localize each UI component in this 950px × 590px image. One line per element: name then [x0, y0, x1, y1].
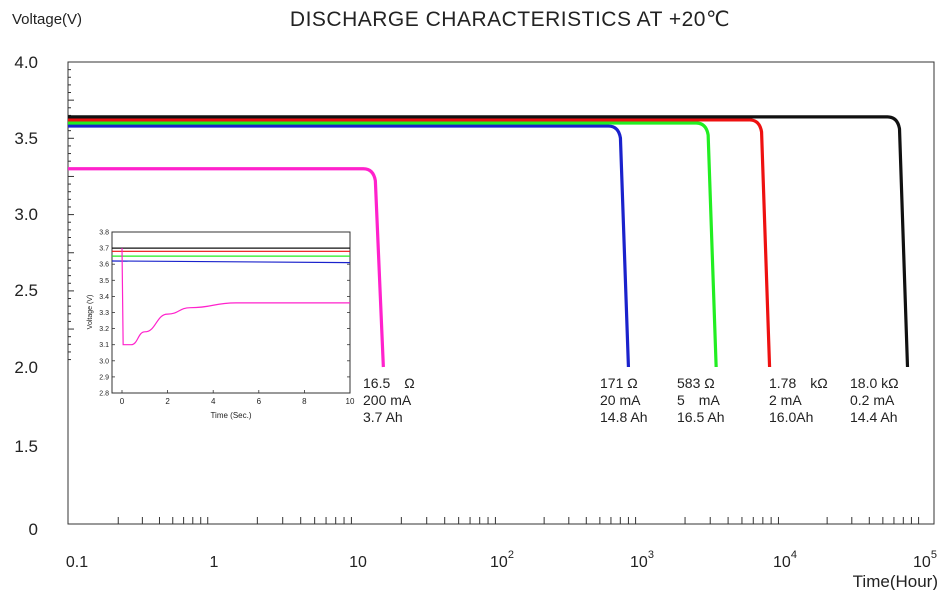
y-tick-label: 2.0 [14, 358, 38, 377]
x-tick-label: 104 [773, 549, 797, 571]
inset-x-tick-label: 0 [120, 397, 125, 406]
inset-y-tick-label: 2.8 [99, 391, 109, 398]
inset-x-tick-label: 8 [302, 397, 307, 406]
series-line-4 [68, 118, 772, 368]
y-tick-label: 3.0 [14, 205, 38, 224]
x-tick-label: 1 [210, 554, 219, 571]
inset-x-tick-label: 10 [346, 397, 355, 406]
inset-x-tick-label: 6 [257, 397, 262, 406]
inset-y-axis-label: Voltage (V) [87, 295, 94, 330]
series-annotation: 16.0Ah [769, 409, 813, 425]
series-annotation: 14.8 Ah [600, 409, 648, 425]
series-annotation: 583 Ω [677, 375, 715, 391]
inset-y-tick-label: 3.0 [99, 358, 109, 365]
inset-y-tick-label: 3.6 [99, 262, 109, 269]
series-line-1 [68, 167, 385, 368]
inset-x-tick-label: 2 [165, 397, 170, 406]
inset-chart: 3.8 3.7 3.6 3.5 3.4 3.3 3.2 3.1 3.0 2.9 2.8 0 2 4 6 8 10… [87, 230, 355, 421]
series-annotation: 0.2 mA [850, 392, 895, 408]
y-tick-label: 2.5 [14, 281, 38, 300]
inset-frame [111, 231, 351, 394]
y-tick-label: 3.5 [14, 129, 38, 148]
inset-x-tick-label: 4 [211, 397, 216, 406]
series-annotation: 14.4 Ah [850, 409, 898, 425]
series-annotation: 16.5 Ah [677, 409, 725, 425]
series-line-2 [68, 124, 631, 368]
inset-x-axis-label: Time (Sec.) [210, 411, 251, 420]
series-annotation: 3.7 Ah [363, 409, 403, 425]
x-tick-label: 105 [913, 549, 937, 571]
inset-y-tick-label: 3.8 [99, 230, 109, 237]
y-tick-label: 1.5 [14, 437, 38, 456]
series-annotation: 20 mA [600, 392, 641, 408]
inset-y-tick-label: 3.4 [99, 294, 109, 301]
series-annotation: 2 mA [769, 392, 802, 408]
inset-y-tick-label: 3.5 [99, 278, 109, 285]
series-line-3 [68, 121, 718, 368]
inset-y-tick-label: 3.1 [99, 342, 109, 349]
inset-series-line-5 [121, 248, 350, 346]
series-annotation: 1.78 kΩ [769, 375, 828, 391]
series-annotation: 16.5 Ω [363, 375, 415, 391]
series-annotation: 18.0 kΩ [850, 375, 899, 391]
inset-y-tick-label: 3.2 [99, 326, 109, 333]
y-tick-label: 0 [29, 520, 38, 539]
series-annotation: 200 mA [363, 392, 412, 408]
inset-y-tick-label: 3.7 [99, 246, 109, 253]
y-axis-label: Voltage(V) [12, 11, 82, 28]
series-line-5 [68, 115, 910, 368]
plot-frame [67, 61, 935, 525]
x-axis-label: Time(Hour) [853, 572, 938, 590]
x-tick-label: 102 [490, 549, 514, 571]
x-tick-label: 0.1 [66, 554, 88, 571]
chart-title: DISCHARGE CHARACTERISTICS AT +20℃ [290, 8, 730, 31]
inset-y-tick-label: 2.9 [99, 374, 109, 381]
x-tick-label: 103 [630, 549, 654, 571]
inset-y-tick-label: 3.3 [99, 310, 109, 317]
x-tick-label: 10 [349, 554, 367, 571]
series-annotation: 171 Ω [600, 375, 638, 391]
y-tick-label: 4.0 [14, 53, 38, 72]
inset-series-line-4 [111, 260, 351, 264]
series-annotation: 5 mA [677, 392, 720, 408]
